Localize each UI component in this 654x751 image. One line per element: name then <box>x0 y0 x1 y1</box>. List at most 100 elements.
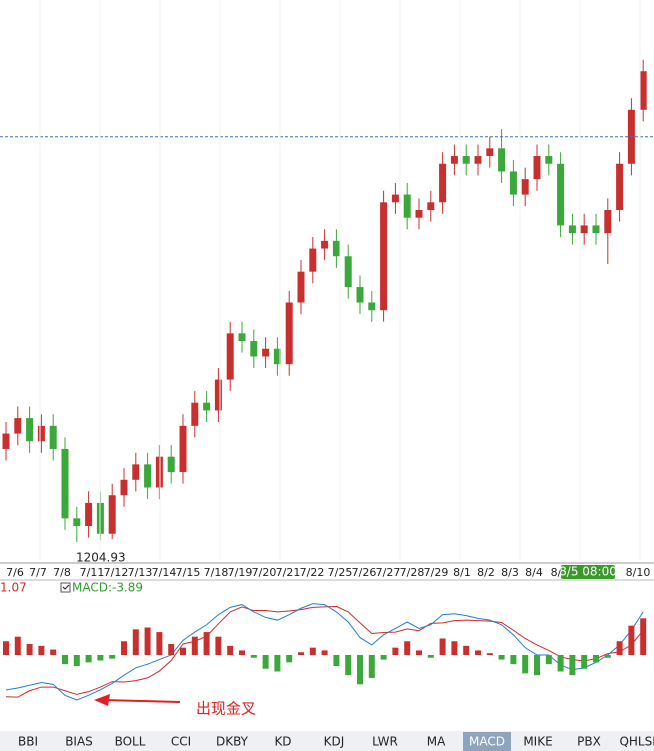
tab[interactable]: PBX <box>577 735 601 749</box>
dea-value: 1.07 <box>0 581 27 595</box>
macd-bar <box>616 641 623 655</box>
macd-bar <box>274 655 281 672</box>
macd-bar <box>486 653 493 655</box>
date-label: 8/4 <box>525 566 543 579</box>
macd-bar <box>345 655 352 676</box>
macd-bar <box>357 655 363 685</box>
macd-bar <box>333 655 340 666</box>
date-label: 7/22 <box>300 566 325 579</box>
date-label: 7/25 <box>328 566 353 579</box>
arrow-shaft <box>101 699 181 703</box>
macd-bar <box>227 645 234 655</box>
date-label: 7/19 <box>228 566 253 579</box>
macd-bar <box>97 655 104 661</box>
macd-bar <box>628 625 635 655</box>
macd-bar <box>427 655 434 658</box>
date-label: 8/2 <box>477 566 495 579</box>
macd-bar <box>451 641 458 655</box>
arrow-head <box>94 694 110 706</box>
tab[interactable]: BIAS <box>65 735 93 749</box>
macd-bar <box>156 632 163 655</box>
macd-bar <box>498 655 505 660</box>
macd-bar <box>239 650 245 655</box>
date-label: 7/15 <box>176 566 201 579</box>
macd-bar <box>522 655 529 674</box>
tab[interactable]: BBI <box>18 735 38 749</box>
tab[interactable]: DKBY <box>216 735 249 749</box>
macd-bar <box>510 655 517 665</box>
macd-bar <box>203 632 210 655</box>
check <box>62 584 70 590</box>
date-label: 7/14 <box>152 566 177 579</box>
date-axis: 7/6 7/7 7/8 7/11 7/12 7/13 7/14 7/15 7/18 7/19 7/2… <box>6 566 650 579</box>
macd-bar <box>144 627 151 655</box>
macd-bar <box>73 655 80 666</box>
date-label: 7/7 <box>29 566 47 579</box>
macd-value: MACD:-3.89 <box>72 581 143 595</box>
macd-bar <box>121 641 127 655</box>
tabs: BBI BIAS BOLL CCI DKBY KD KDJ LWR MA MACD MIKE PBX Q… <box>18 732 654 751</box>
date-label: 7/8 <box>53 566 71 579</box>
macd-bar <box>321 650 328 655</box>
macd-bar <box>557 655 564 672</box>
macd-bar <box>26 644 33 655</box>
date-label: 7/6 <box>6 566 24 579</box>
macd-bar <box>404 641 411 655</box>
macd-bar <box>309 647 316 655</box>
macd-bar <box>180 647 186 655</box>
macd-bar <box>38 645 45 655</box>
date-label: 8/ <box>551 566 562 579</box>
selected-date: 8/5 08:00 <box>559 565 617 579</box>
macd-bar <box>3 641 9 655</box>
date-label: 8/1 <box>453 566 471 579</box>
macd-bar <box>380 655 387 660</box>
macd-bar <box>463 645 470 655</box>
tab[interactable]: CCI <box>171 735 191 749</box>
macd-bar <box>581 655 588 669</box>
macd-bar <box>604 655 611 658</box>
macd-line <box>5 605 644 698</box>
macd-bar <box>439 638 446 655</box>
date-label: 7/29 <box>424 566 449 579</box>
date-label: 7/20 <box>252 566 277 579</box>
tab[interactable]: BOLL <box>115 735 146 749</box>
tab[interactable]: KD <box>274 735 291 749</box>
macd-bar <box>191 636 198 655</box>
selected-date-box <box>561 565 615 579</box>
macd-bar <box>85 655 92 663</box>
macd-bar <box>392 647 399 655</box>
macd-bar <box>109 655 116 659</box>
macd-bar <box>14 636 21 655</box>
tab[interactable]: LWR <box>372 735 398 749</box>
macd-bar <box>416 650 422 655</box>
tab[interactable]: QHLSR <box>619 735 654 749</box>
macd-bar <box>475 650 481 655</box>
date-label: 7/28 <box>400 566 425 579</box>
macd-bar <box>545 655 552 665</box>
checkbox[interactable] <box>60 582 71 593</box>
low-label: 1204.93 <box>76 551 126 565</box>
date-label: 7/18 <box>204 566 229 579</box>
tab[interactable]: MACD <box>469 735 505 749</box>
annotation: 出现金叉 <box>196 700 256 718</box>
macd-bar <box>250 655 257 658</box>
macd-bar <box>569 655 576 676</box>
macd-bar <box>62 655 68 665</box>
date-label: 7/11 <box>80 566 105 579</box>
macd-bar <box>298 652 304 655</box>
tab[interactable]: KDJ <box>324 735 345 749</box>
tab-selected-bg <box>463 732 511 751</box>
date-label: 7/27 <box>376 566 401 579</box>
macd-bar <box>262 655 269 669</box>
macd-bar <box>132 629 139 655</box>
macd-bar <box>168 644 175 655</box>
tab[interactable]: MIKE <box>523 735 552 749</box>
macd-bar <box>640 618 647 655</box>
tab[interactable]: MA <box>427 735 446 749</box>
date-label: 7/13 <box>128 566 153 579</box>
date-label: 7/26 <box>352 566 377 579</box>
macd-bar <box>593 655 599 663</box>
date-label: 8/3 <box>501 566 519 579</box>
